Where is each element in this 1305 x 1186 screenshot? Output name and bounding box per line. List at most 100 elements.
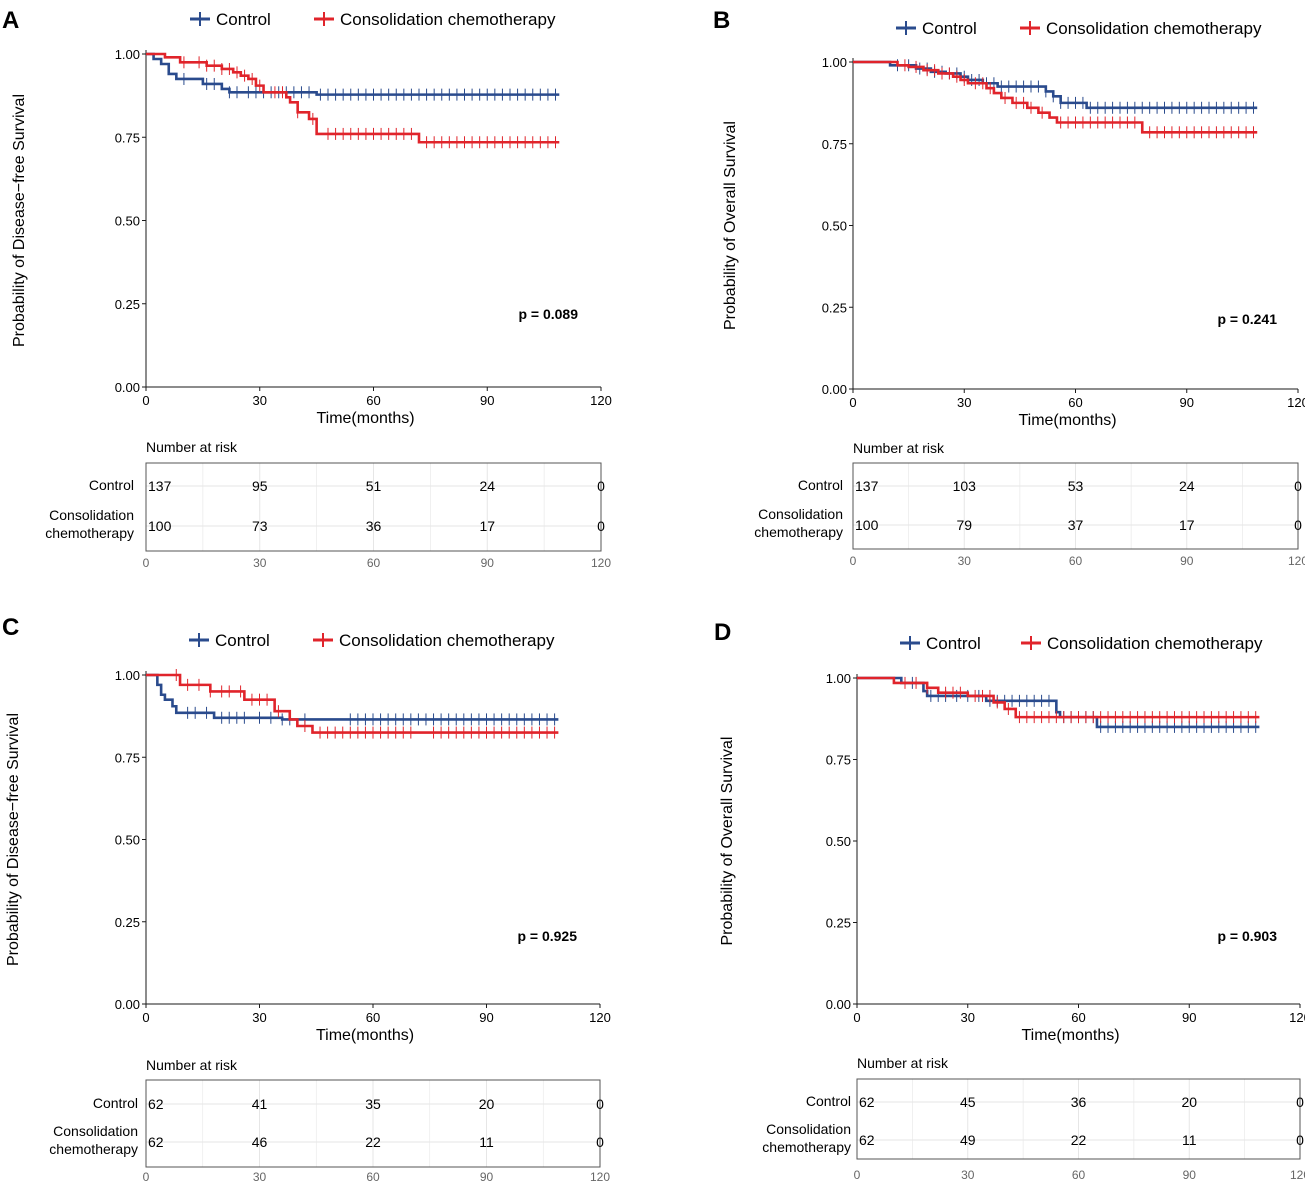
x-tick-label: 90: [480, 393, 494, 408]
risk-count: 53: [1068, 478, 1084, 494]
y-tick-label: 0.50: [115, 214, 140, 229]
risk-x-tick-label: 120: [590, 1170, 610, 1184]
risk-table-frame: [145, 1079, 601, 1168]
survival-curve: [146, 52, 560, 96]
x-tick-label: 30: [252, 1010, 266, 1025]
y-tick-label: 0.50: [822, 219, 847, 234]
y-tick-label: 0.00: [822, 382, 847, 397]
survival-curve: [146, 673, 559, 734]
risk-count: 62: [148, 1096, 164, 1112]
x-tick-label: 90: [479, 1010, 493, 1025]
x-tick-label: 0: [853, 1010, 860, 1025]
x-tick-label: 120: [1289, 1010, 1305, 1025]
y-axis-title: Probability of Disease−free Survival: [11, 94, 28, 347]
risk-row-label: Control: [89, 477, 134, 493]
risk-row-label: chemotherapy: [754, 524, 843, 540]
legend-item: Control: [190, 10, 271, 29]
legend-item: Consolidation chemotherapy: [314, 10, 556, 29]
x-tick-label: 120: [590, 393, 612, 408]
panel-label: D: [714, 619, 731, 646]
risk-x-tick-label: 30: [253, 1170, 267, 1184]
p-value: p = 0.903: [1217, 928, 1277, 944]
risk-count: 0: [1294, 517, 1302, 533]
risk-count: 79: [956, 517, 972, 533]
survival-curve: [857, 676, 1260, 719]
risk-count: 103: [953, 478, 977, 494]
risk-row-label: Control: [93, 1095, 138, 1111]
x-tick-label: 90: [1180, 395, 1194, 410]
y-tick-label: 0.25: [822, 300, 847, 315]
risk-count: 73: [252, 518, 268, 534]
risk-row-label: Consolidation: [49, 507, 134, 523]
risk-row-label: chemotherapy: [45, 525, 134, 541]
risk-x-tick-label: 90: [480, 1170, 494, 1184]
risk-table-title: Number at risk: [146, 1057, 238, 1073]
risk-x-tick-label: 0: [143, 556, 150, 570]
survival-curve: [146, 673, 559, 721]
legend-label: Control: [216, 10, 271, 29]
risk-count: 100: [855, 517, 879, 533]
y-tick-label: 0.25: [826, 916, 851, 931]
risk-count: 0: [596, 1096, 604, 1112]
risk-count: 36: [1071, 1094, 1087, 1110]
risk-x-tick-label: 60: [366, 1170, 380, 1184]
panel-c: C Control Consolidation chemotherapy 0.00 0.…: [2, 614, 611, 1184]
x-axis-title: Time(months): [1021, 1027, 1119, 1044]
risk-count: 137: [855, 478, 879, 494]
legend-item: Consolidation chemotherapy: [1020, 19, 1262, 38]
risk-count: 0: [1296, 1132, 1304, 1148]
legend-item: Control: [189, 631, 270, 650]
x-tick-label: 30: [253, 393, 267, 408]
survival-curve: [857, 676, 1260, 729]
y-tick-label: 0.75: [822, 137, 847, 152]
risk-count: 11: [1182, 1132, 1197, 1148]
x-axis-title: Time(months): [316, 1027, 414, 1044]
risk-count: 95: [252, 478, 268, 494]
risk-x-tick-label: 90: [481, 556, 495, 570]
risk-count: 137: [148, 478, 172, 494]
legend-label: Control: [922, 19, 977, 38]
risk-count: 0: [1296, 1094, 1304, 1110]
risk-row-label: chemotherapy: [49, 1141, 138, 1157]
panel-label: C: [2, 614, 19, 641]
risk-x-tick-label: 30: [253, 556, 267, 570]
x-tick-label: 0: [142, 393, 149, 408]
risk-count: 100: [148, 518, 172, 534]
p-value: p = 0.089: [518, 306, 578, 322]
x-tick-label: 0: [142, 1010, 149, 1025]
risk-x-tick-label: 0: [850, 554, 857, 568]
panel-b: B Control Consolidation chemotherapy 0.00 0.…: [713, 7, 1305, 568]
risk-x-tick-label: 30: [961, 1168, 975, 1182]
legend-item: Control: [896, 19, 977, 38]
risk-count: 45: [960, 1094, 976, 1110]
y-tick-label: 1.00: [115, 47, 140, 62]
risk-count: 17: [1179, 517, 1195, 533]
y-tick-label: 0.75: [115, 750, 140, 765]
risk-count: 62: [148, 1134, 164, 1150]
risk-count: 51: [366, 478, 382, 494]
x-tick-label: 60: [1068, 395, 1082, 410]
risk-x-tick-label: 120: [1290, 1168, 1305, 1182]
risk-x-tick-label: 30: [958, 554, 972, 568]
risk-x-tick-label: 120: [1288, 554, 1305, 568]
risk-x-tick-label: 60: [1072, 1168, 1086, 1182]
x-tick-label: 30: [957, 395, 971, 410]
y-tick-label: 0.75: [826, 753, 851, 768]
risk-count: 62: [859, 1094, 875, 1110]
y-axis-title: Probability of Overall Survival: [722, 121, 739, 330]
risk-table-frame: [856, 1078, 1301, 1160]
x-tick-label: 90: [1182, 1010, 1196, 1025]
risk-count: 0: [596, 1134, 604, 1150]
series-control: [146, 52, 560, 101]
panel-label: A: [2, 7, 19, 34]
risk-x-tick-label: 0: [143, 1170, 150, 1184]
y-axis-title: Probability of Overall Survival: [719, 737, 736, 946]
survival-curve: [146, 52, 560, 144]
y-tick-label: 0.00: [826, 997, 851, 1012]
risk-row-label: Control: [806, 1093, 851, 1109]
y-tick-label: 0.50: [826, 834, 851, 849]
risk-count: 24: [1179, 478, 1195, 494]
legend-item: Control: [900, 634, 981, 653]
panel-a: A Control Consolidation chemotherapy 0.00 0.…: [2, 7, 612, 570]
